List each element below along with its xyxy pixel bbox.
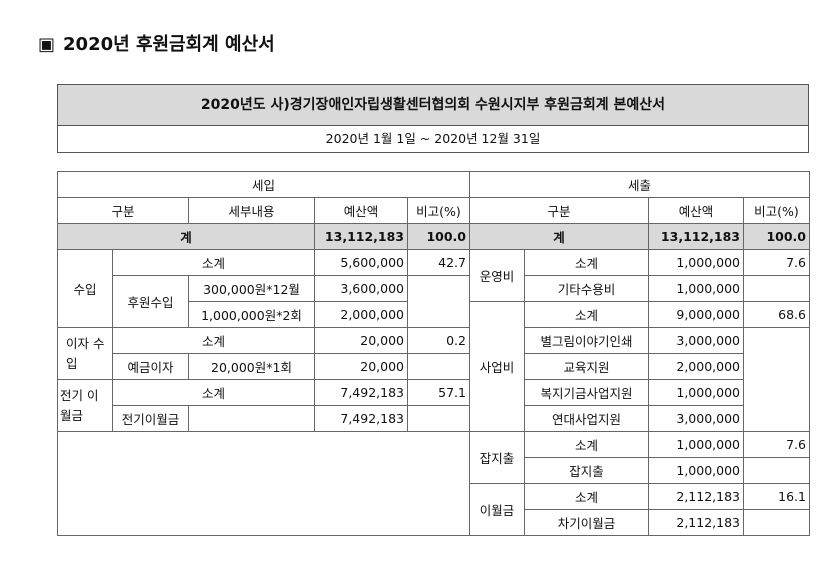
income-section-name: 수입 — [57, 249, 113, 328]
income-item: 예금이자 — [112, 353, 189, 380]
table-row: 세입 세출 — [57, 171, 810, 198]
expense-item-amount: 1,000,000 — [648, 379, 744, 406]
expense-subtotal-pct: 7.6 — [743, 249, 810, 276]
expense-section-name: 사업비 — [469, 301, 525, 432]
table-row: 계 13,112,183 100.0 계 13,112,183 100.0 — [57, 223, 810, 250]
table-row: 예금이자 20,000원*1회 20,000 교육지원 2,000,000 — [58, 353, 810, 380]
table-row: 후원수입 300,000원*12월 3,600,000 기타수용비 1,000,… — [58, 275, 810, 328]
expense-header: 세출 — [469, 171, 810, 198]
expense-item-label: 별그림이야기인쇄 — [524, 327, 649, 354]
income-detail-desc: 1,000,000원*2회 — [188, 301, 315, 328]
expense-section-name: 잡지출 — [469, 431, 525, 484]
expense-item-label: 복지기금사업지원 — [524, 379, 649, 406]
expense-total-label: 계 — [469, 223, 649, 250]
income-subtotal-amount: 5,600,000 — [314, 249, 408, 276]
heading-text: 2020년 후원금회계 예산서 — [63, 34, 275, 55]
income-detail-desc: 300,000원*12월 — [188, 275, 315, 302]
square-marker-icon: ▣ — [38, 34, 56, 55]
expense-item-label: 차기이월금 — [524, 509, 649, 536]
expense-subtotal-amount: 1,000,000 — [648, 431, 744, 458]
income-col-detail: 세부내용 — [188, 197, 315, 224]
table-row: 구분 세부내용 예산액 비고(%) 구분 예산액 비고(%) — [57, 197, 810, 224]
table-row: 수입 소계 5,600,000 42.7 운영비 소계 1,000,000 7.… — [57, 249, 810, 328]
expense-item-label: 연대사업지원 — [524, 405, 649, 432]
income-total-label: 계 — [57, 223, 315, 250]
income-detail-desc: 20,000원*1회 — [188, 353, 315, 380]
table-row: 전기이월금 7,492,183 연대사업지원 3,000,000 — [58, 405, 810, 432]
income-item: 후원수입 — [112, 275, 189, 328]
income-empty-area — [57, 431, 470, 536]
table-row: 이월금 소계 2,112,183 16.1 — [58, 483, 810, 536]
income-note-empty — [407, 275, 470, 328]
income-detail-amount: 2,000,000 — [314, 301, 408, 328]
table-row: 이자 수입 소계 20,000 0.2 별그림이야기인쇄 3,000,000 — [57, 327, 810, 432]
income-subtotal-amount: 20,000 — [314, 327, 408, 354]
expense-item-amount: 1,000,000 — [648, 275, 744, 302]
expense-subtotal-amount: 9,000,000 — [648, 301, 744, 328]
income-section-name: 이자 수입 — [57, 327, 113, 380]
expense-total-amount: 13,112,183 — [648, 223, 744, 250]
expense-subtotal-label: 소계 — [524, 483, 649, 510]
expense-item-label: 기타수용비 — [524, 275, 649, 302]
expense-section-name: 이월금 — [469, 483, 525, 536]
income-col-amount: 예산액 — [314, 197, 408, 224]
expense-col-amount: 예산액 — [648, 197, 744, 224]
income-subtotal-pct: 42.7 — [407, 249, 470, 276]
expense-subtotal-label: 소계 — [524, 431, 649, 458]
income-subtotal-pct: 0.2 — [407, 327, 470, 354]
expense-note-empty — [743, 275, 810, 302]
expense-subtotal-pct: 7.6 — [743, 431, 810, 458]
expense-item-amount: 2,000,000 — [648, 353, 744, 380]
expense-subtotal-amount: 1,000,000 — [648, 249, 744, 276]
income-subtotal-label: 소계 — [112, 327, 315, 354]
report-period: 2020년 1월 1일 ~ 2020년 12월 31일 — [57, 126, 809, 153]
table-row: 잡지출 소계 1,000,000 7.6 — [57, 431, 810, 536]
income-item: 전기이월금 — [112, 405, 189, 432]
income-subtotal-pct: 57.1 — [407, 379, 470, 406]
income-note-empty — [407, 353, 470, 380]
expense-subtotal-amount: 2,112,183 — [648, 483, 744, 510]
report-title: 2020년도 사)경기장애인자립생활센터협의회 수원시지부 후원금회계 본예산서 — [57, 84, 809, 126]
expense-item-label: 잡지출 — [524, 457, 649, 484]
expense-item-amount: 3,000,000 — [648, 327, 744, 354]
expense-item-label: 교육지원 — [524, 353, 649, 380]
income-detail-amount: 7,492,183 — [314, 405, 408, 432]
income-section-name: 전기 이월금 — [57, 379, 113, 432]
income-subtotal-label: 소계 — [112, 379, 315, 406]
expense-note-empty — [743, 509, 810, 536]
expense-section-name: 운영비 — [469, 249, 525, 302]
income-header: 세입 — [57, 171, 470, 198]
table-row: 잡지출 1,000,000 — [58, 457, 810, 484]
income-subtotal-label: 소계 — [112, 249, 315, 276]
income-detail-desc — [188, 405, 315, 432]
income-detail-amount: 20,000 — [314, 353, 408, 380]
expense-note-empty — [743, 457, 810, 484]
income-detail-amount: 3,600,000 — [314, 275, 408, 302]
income-col-category: 구분 — [57, 197, 189, 224]
income-subtotal-amount: 7,492,183 — [314, 379, 408, 406]
expense-col-note: 비고(%) — [743, 197, 810, 224]
income-total-pct: 100.0 — [407, 223, 470, 250]
expense-item-amount: 3,000,000 — [648, 405, 744, 432]
table-row: 전기 이월금 소계 7,492,183 57.1 복지기금사업지원 1,000,… — [57, 379, 810, 432]
budget-table: 세입 세출 구분 세부내용 예산액 비고(%) 구분 예산액 비고(%) 계 1… — [57, 171, 810, 536]
income-total-amount: 13,112,183 — [314, 223, 408, 250]
page-heading: ▣ 2020년 후원금회계 예산서 — [38, 30, 275, 56]
expense-subtotal-label: 소계 — [524, 249, 649, 276]
expense-item-amount: 1,000,000 — [648, 457, 744, 484]
expense-subtotal-pct: 68.6 — [743, 301, 810, 328]
expense-note-empty — [743, 327, 810, 432]
income-note-empty — [407, 405, 470, 432]
income-col-note: 비고(%) — [407, 197, 470, 224]
table-row: 차기이월금 2,112,183 — [58, 509, 810, 536]
expense-total-pct: 100.0 — [743, 223, 810, 250]
expense-subtotal-label: 소계 — [524, 301, 649, 328]
expense-item-amount: 2,112,183 — [648, 509, 744, 536]
expense-col-category: 구분 — [469, 197, 649, 224]
expense-subtotal-pct: 16.1 — [743, 483, 810, 510]
